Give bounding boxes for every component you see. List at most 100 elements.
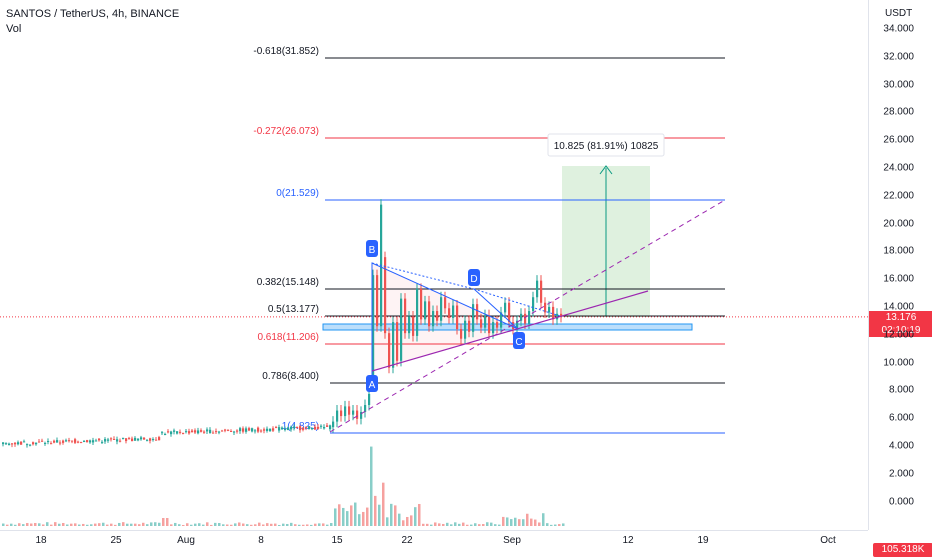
price-tick: 32.000 (883, 51, 914, 63)
candle-body (254, 430, 257, 432)
last-price-tag: 13.176 02:10:19 (869, 311, 932, 337)
candle-body (176, 431, 179, 434)
candle-body (448, 308, 451, 318)
time-tick: Oct (820, 535, 836, 546)
volume-bar (374, 495, 377, 526)
candle-body (317, 426, 320, 429)
price-tick: 14.000 (883, 301, 914, 313)
candle-body (122, 437, 125, 439)
volume-bar (282, 523, 285, 526)
volume-bar (498, 524, 501, 526)
volume-bar (242, 523, 245, 526)
candle-body (77, 441, 80, 443)
candle-body (185, 431, 188, 433)
candle-body (236, 430, 239, 432)
volume-bar (94, 523, 97, 526)
volume-bar (538, 522, 541, 526)
candle-body (71, 440, 74, 442)
candle-body (464, 320, 467, 339)
candle-body (56, 440, 59, 443)
candle-body (104, 439, 107, 442)
candle-body (206, 429, 209, 432)
candle-body (116, 439, 119, 442)
candle-body (500, 312, 503, 328)
volume-bar (174, 522, 177, 526)
volume-bar (10, 523, 13, 526)
price-tick: 10.000 (883, 357, 914, 369)
volume-bar (502, 516, 505, 526)
candle-body (281, 427, 284, 430)
volume-bar (558, 524, 561, 526)
candle-body (20, 441, 23, 445)
volume-bar (546, 523, 549, 526)
candle-body (372, 275, 375, 381)
candle-body (197, 430, 200, 434)
candle-body (2, 442, 5, 445)
volume-bar (206, 522, 209, 526)
volume-bar (518, 519, 521, 526)
volume-bar (50, 524, 53, 526)
volume-bar (210, 524, 213, 526)
candle-body (460, 329, 463, 339)
candle-body (221, 430, 224, 432)
volume-bar (250, 524, 253, 526)
volume-bar (386, 517, 389, 526)
candle-body (212, 432, 215, 434)
time-axis[interactable]: 18 25 Aug 8 15 22 Sep 12 19 Oct (0, 530, 868, 550)
candle-body (360, 411, 363, 419)
candle-body (468, 320, 471, 332)
candle-body (248, 428, 251, 431)
volume-bar (446, 522, 449, 526)
volume-bar (562, 523, 565, 526)
volume-bar (238, 522, 241, 526)
volume-bar (42, 524, 45, 526)
volume-bar (130, 523, 133, 526)
volume-bar (254, 524, 257, 526)
candle-body (230, 431, 233, 433)
volume-bar (98, 523, 101, 526)
volume-legend[interactable]: Vol (6, 23, 22, 35)
candle-body (161, 432, 164, 434)
volume-bar (22, 524, 25, 526)
volume-bar (430, 524, 433, 526)
volume-bar (314, 523, 317, 526)
candle-body (119, 440, 122, 442)
candle-body (472, 304, 475, 332)
candle-body (392, 322, 395, 368)
time-tick: 22 (401, 535, 413, 546)
candle-body (59, 442, 62, 444)
candle-body (224, 429, 227, 431)
volume-bar (146, 524, 149, 526)
volume-bar (262, 524, 265, 526)
measure-arrow-head (599, 165, 613, 175)
candle-body (400, 298, 403, 361)
symbol-title[interactable]: SANTOS / TetherUS, 4h, BINANCE (6, 8, 180, 20)
candle-body (17, 442, 20, 445)
volume-bar (74, 523, 77, 526)
candle-body (290, 426, 293, 430)
candle-body (215, 431, 218, 433)
pattern-point-label: C (515, 337, 522, 348)
volume-bar (106, 524, 109, 526)
volume-bar (422, 523, 425, 526)
candle-body (396, 322, 399, 361)
candle-body (556, 313, 559, 320)
volume-bar (122, 522, 125, 526)
candle-body (356, 410, 359, 419)
volume-bar (234, 523, 237, 526)
candle-body (164, 433, 167, 435)
candle-body (524, 313, 527, 324)
volume-bar (542, 513, 545, 526)
volume-bar (126, 523, 129, 526)
volume-bar (478, 524, 481, 526)
candle-body (408, 316, 411, 334)
candle-body (233, 431, 236, 433)
volume-bar (394, 505, 397, 526)
price-chart[interactable]: -0.618(31.852) -0.272(26.073) 0(21.529) 0.3… (0, 0, 868, 530)
volume-bar (218, 523, 221, 526)
chart-legend: SANTOS / TetherUS, 4h, BINANCE Vol (6, 7, 179, 37)
candle-body (444, 297, 447, 309)
volume-bar (2, 523, 5, 526)
measure-label-box (547, 133, 665, 157)
price-axis[interactable]: USDT 13.176 02:10:19 105.318K 34.000 32.0… (868, 0, 932, 557)
